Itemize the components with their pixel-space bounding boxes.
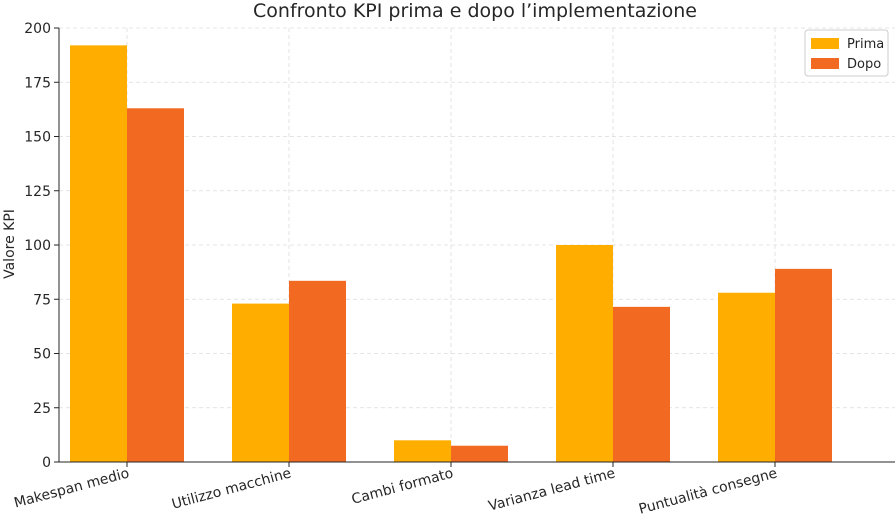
y-tick-label: 25 [33, 401, 51, 417]
bar-dopo-4 [775, 268, 832, 462]
y-tick-labels: 0 25 50 75 100 125 150 175 200 [24, 21, 59, 471]
bars [70, 45, 832, 463]
bar-prima-2 [394, 440, 451, 462]
y-tick-label: 50 [33, 347, 51, 363]
chart-title: Confronto KPI prima e dopo l’implementaz… [253, 0, 697, 22]
y-tick-label: 75 [33, 292, 51, 308]
legend-label-prima: Prima [847, 37, 884, 52]
y-tick-label: 150 [24, 130, 51, 146]
y-tick-label: 0 [42, 455, 51, 471]
bar-dopo-0 [127, 108, 184, 462]
x-tick-label: Varianza lead time [487, 465, 617, 514]
bar-dopo-3 [613, 306, 670, 462]
x-tick-label: Utilizzo macchine [170, 465, 293, 512]
legend-swatch-dopo [811, 58, 839, 69]
bar-prima-1 [232, 303, 289, 462]
x-tick-labels: Makespan medio Utilizzo macchine Cambi for… [12, 462, 779, 518]
x-tick-label: Puntualità consegne [637, 465, 779, 517]
y-tick-label: 125 [24, 184, 51, 200]
y-tick-label: 100 [24, 238, 51, 254]
legend: Prima Dopo [804, 29, 889, 77]
x-tick-label: Makespan medio [12, 465, 131, 511]
y-tick-label: 175 [24, 75, 51, 91]
bar-dopo-1 [289, 280, 346, 462]
bar-prima-0 [70, 45, 127, 463]
legend-label-dopo: Dopo [847, 57, 881, 72]
bar-dopo-2 [451, 445, 508, 462]
bar-prima-4 [718, 292, 775, 462]
y-axis-label: Valore KPI [2, 209, 18, 279]
x-tick-label: Cambi formato [350, 465, 455, 508]
y-tick-label: 200 [24, 21, 51, 37]
legend-swatch-prima [811, 38, 839, 49]
bar-prima-3 [556, 245, 613, 462]
